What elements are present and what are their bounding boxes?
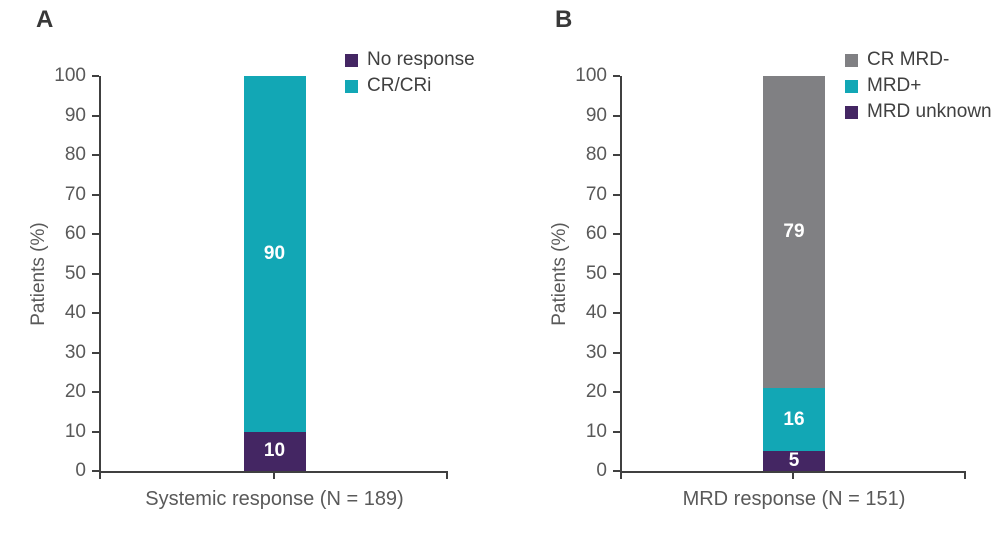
y-axis-tick xyxy=(92,351,99,354)
bar-segment-cr-cri: 90 xyxy=(243,76,306,432)
y-axis-tick xyxy=(613,233,620,235)
y-axis-tick xyxy=(92,233,99,235)
y-axis-tick xyxy=(613,391,620,393)
y-axis-tick xyxy=(613,272,620,275)
panel-b-label: B xyxy=(555,6,573,33)
y-axis-tick-label: 20 xyxy=(64,381,86,402)
y-axis-tick-label: 50 xyxy=(585,262,607,284)
x-axis-tick xyxy=(964,471,966,479)
y-axis-tick-label: 90 xyxy=(64,104,86,126)
legend-item: CR MRD- xyxy=(845,47,992,73)
y-axis-tick xyxy=(613,154,620,156)
y-axis-tick xyxy=(92,75,99,77)
y-axis-tick-label: 80 xyxy=(64,144,86,165)
x-axis-tick xyxy=(446,471,448,479)
panel-a-x-axis-label: Systemic response (N = 189) xyxy=(145,488,404,510)
bar-segment-cr-mrd-: 79 xyxy=(763,76,825,389)
y-axis-tick-label: 0 xyxy=(75,460,86,481)
y-axis-tick-label: 10 xyxy=(64,420,86,442)
legend-label: No response xyxy=(367,49,475,70)
y-axis-tick xyxy=(613,312,620,314)
y-axis-tick-label: 50 xyxy=(64,262,86,284)
panel-a-label: A xyxy=(36,6,54,33)
x-axis-tick xyxy=(792,471,794,479)
y-axis-tick xyxy=(613,193,620,196)
legend-label: CR/CRi xyxy=(367,75,432,96)
legend-item: No response xyxy=(345,47,475,73)
y-axis-tick-label: 0 xyxy=(596,460,607,481)
y-axis-tick xyxy=(613,114,620,117)
panel-b-x-axis-label: MRD response (N = 151) xyxy=(682,488,906,510)
y-axis-tick xyxy=(92,470,99,472)
y-axis-tick xyxy=(92,193,99,196)
bar-value-label: 10 xyxy=(263,440,286,462)
bar-segment-mrd-unknown: 5 xyxy=(763,450,825,472)
legend-item: MRD+ xyxy=(845,73,992,99)
y-axis-tick xyxy=(92,391,99,393)
x-axis-tick xyxy=(272,471,275,479)
y-axis-line xyxy=(99,76,101,479)
legend-swatch-icon xyxy=(845,53,858,67)
panel-a-legend: No response CR/CRi xyxy=(345,47,475,99)
panel-a: A No response CR/CRi Patients (%) 0 10 20 30… xyxy=(28,6,475,510)
panel-a-plot-area: 0 10 20 30 40 50 60 70 80 90 100 10 90 xyxy=(54,66,448,481)
bar-value-label: 79 xyxy=(783,221,805,243)
legend-swatch-icon xyxy=(345,53,358,67)
stacked-bar: 10 90 xyxy=(243,76,306,471)
y-axis-line xyxy=(620,76,622,479)
y-axis-tick xyxy=(92,430,99,433)
y-axis-tick-label: 40 xyxy=(585,302,607,323)
y-axis-tick-label: 90 xyxy=(585,104,607,126)
stacked-bar: 5 16 79 xyxy=(763,76,825,471)
y-axis-tick-label: 30 xyxy=(64,341,86,363)
y-axis-tick xyxy=(613,351,620,354)
y-axis-tick xyxy=(613,75,620,77)
y-axis-tick-label: 70 xyxy=(64,183,86,205)
y-axis-tick-label: 100 xyxy=(575,65,607,86)
panel-b-plot-area: 0 10 20 30 40 50 60 70 80 90 100 5 16 79 xyxy=(575,66,966,481)
y-axis-tick xyxy=(92,154,99,156)
y-axis-tick-label: 20 xyxy=(585,381,607,402)
legend-swatch-icon xyxy=(845,79,858,93)
y-axis-tick-label: 60 xyxy=(64,223,86,244)
y-axis-tick-label: 100 xyxy=(54,65,86,86)
y-axis-tick-label: 30 xyxy=(585,341,607,363)
legend-swatch-icon xyxy=(845,105,858,119)
y-axis-tick xyxy=(92,312,99,314)
y-axis-tick xyxy=(92,114,99,117)
legend-item: MRD unknown xyxy=(845,99,992,125)
bar-segment-mrd-: 16 xyxy=(763,388,825,452)
y-axis-tick xyxy=(613,470,620,472)
y-axis-tick-label: 40 xyxy=(64,302,86,323)
bar-value-label: 16 xyxy=(783,408,805,430)
bar-value-label: 5 xyxy=(788,450,800,472)
bar-segment-no-response: 10 xyxy=(243,431,306,471)
legend-item: CR/CRi xyxy=(345,73,475,99)
panel-b-legend: CR MRD- MRD+ MRD unknown xyxy=(845,47,992,125)
bar-value-label: 90 xyxy=(263,242,286,264)
y-axis-tick-label: 60 xyxy=(585,223,607,244)
y-axis-tick xyxy=(92,272,99,275)
legend-swatch-icon xyxy=(345,79,358,93)
legend-label: CR MRD- xyxy=(867,49,950,70)
y-axis-tick-label: 10 xyxy=(585,420,607,442)
y-axis-tick-label: 70 xyxy=(585,183,607,205)
y-axis-tick-label: 80 xyxy=(585,144,607,165)
y-axis-tick xyxy=(613,430,620,433)
legend-label: MRD+ xyxy=(867,75,922,96)
legend-label: MRD unknown xyxy=(867,101,992,122)
